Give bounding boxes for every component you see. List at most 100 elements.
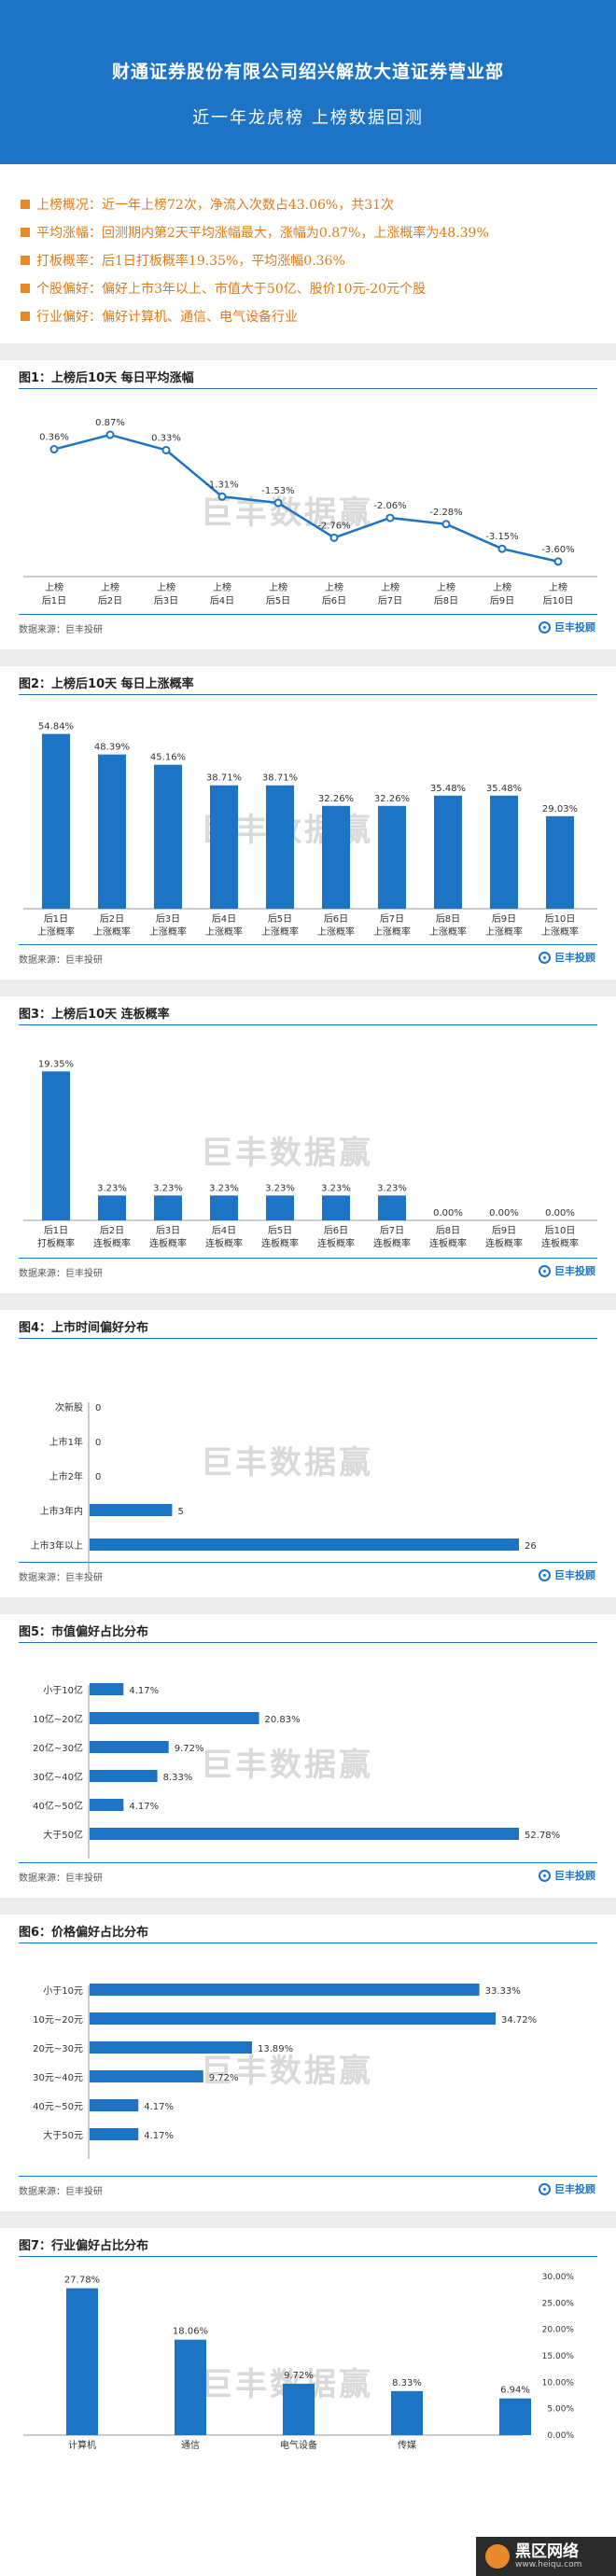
bar	[42, 1071, 70, 1220]
data-source-text: 数据来源：巨丰投研	[19, 1573, 103, 1583]
logo-icon	[539, 951, 551, 964]
x-tick-label: 后9日	[492, 913, 516, 925]
title-divider	[19, 1942, 597, 1943]
x-tick-label: 打板概率	[37, 1237, 75, 1249]
logo-icon	[539, 1568, 551, 1581]
brand-logo: 巨丰投顾	[539, 1263, 595, 1278]
data-label: 19.35%	[38, 1059, 74, 1069]
title-divider	[19, 1024, 597, 1025]
x-tick-label: 后7日	[380, 913, 404, 925]
bar	[90, 1984, 480, 1996]
y-tick-label: 次新股	[55, 1401, 83, 1413]
title-divider	[19, 1338, 597, 1339]
logo-text: 巨丰投顾	[554, 1870, 595, 1882]
bar	[98, 754, 126, 909]
y-tick-label: 30亿~40亿	[33, 1771, 83, 1783]
data-label: -2.28%	[429, 508, 462, 518]
data-label: 33.33%	[485, 1986, 521, 1997]
corner-title: 黑区网络	[515, 2541, 579, 2561]
x-tick-label: 电气设备	[280, 2439, 317, 2451]
x-tick-label: 上涨概率	[317, 926, 355, 938]
chart-svg: 小于10元 33.33% 10元~20元 34.72% 20元~30元 13.89% 30元…	[33, 1984, 537, 2159]
y-tick-label: 30.00%	[542, 2273, 575, 2282]
watermark-text: 巨丰数据赢	[201, 2053, 373, 2090]
x-tick-label: 后3日	[156, 1225, 180, 1236]
x-tick-label: 上榜	[213, 581, 231, 593]
data-label: 0	[95, 1472, 101, 1483]
summary-text: 行业偏好：偏好计算机、通信、电气设备行业	[36, 310, 298, 325]
x-tick-label: 后5日	[268, 1225, 292, 1236]
section-separator	[0, 343, 616, 360]
data-label: 34.72%	[501, 2015, 537, 2026]
x-tick-label: 后5日	[268, 913, 292, 925]
data-point	[217, 492, 227, 501]
y-tick-label: 上市2年	[49, 1470, 83, 1483]
data-label: -1.31%	[205, 480, 238, 490]
x-tick-label: 连板概率	[485, 1237, 523, 1249]
chart-panel-3: 图3：上榜后10天 连板概率 巨丰数据赢 数据来源：巨丰投研 巨丰投顾 19.35% 后1…	[0, 996, 616, 1293]
bar	[98, 1195, 126, 1220]
x-tick-label: 后6日	[324, 1225, 348, 1236]
data-label: 32.26%	[318, 794, 354, 804]
x-tick-label: 上榜	[493, 581, 511, 593]
x-tick-label: 连板概率	[205, 1237, 243, 1249]
bullet-square-icon	[21, 312, 30, 321]
bar	[90, 1799, 124, 1811]
x-tick-label: 后2日	[100, 1225, 124, 1236]
bar	[322, 805, 350, 909]
x-tick-label: 后1日	[42, 595, 66, 606]
y-tick-label: 40亿~50亿	[33, 1800, 83, 1812]
y-tick-label: 5.00%	[547, 2405, 574, 2415]
x-tick-label: 后2日	[98, 595, 122, 606]
bar	[90, 2070, 203, 2082]
data-point	[441, 520, 451, 529]
data-label: 54.84%	[38, 722, 74, 732]
x-tick-label: 后4日	[212, 1225, 236, 1236]
x-tick-label: 后8日	[434, 595, 458, 606]
chart-panel-2: 图2：上榜后10天 每日上涨概率巨丰数据赢数据来源：巨丰投研巨丰投顾54.84%…	[0, 666, 616, 980]
watermark-text: 巨丰数据赢	[201, 1747, 373, 1784]
summary-item: 平均涨幅：回测期内第2天平均涨幅最大，涨幅为0.87%，上涨概率为48.39%	[21, 218, 616, 246]
data-label: 4.17%	[129, 1802, 159, 1812]
x-tick-label: 后4日	[212, 913, 236, 925]
bar	[175, 2339, 206, 2435]
bar	[322, 1195, 350, 1220]
x-tick-label: 上榜	[325, 581, 343, 593]
y-tick-label: 20元~30元	[33, 2044, 83, 2054]
corner-logo-icon	[485, 2544, 510, 2569]
summary-item: 行业偏好：偏好计算机、通信、电气设备行业	[21, 302, 616, 330]
data-label: -3.60%	[541, 545, 574, 555]
x-tick-label: 上涨概率	[541, 926, 579, 938]
y-tick-label: 10亿~20亿	[33, 1713, 83, 1725]
chart-panel-7: 图7：行业偏好占比分布巨丰数据赢0.00%5.00%10.00%15.00%20…	[0, 2228, 616, 2451]
footer-divider	[19, 2176, 597, 2177]
title-divider	[19, 1642, 597, 1643]
bar	[154, 1195, 182, 1220]
data-source-text: 数据来源：巨丰投研	[19, 1873, 103, 1884]
y-tick-label: 0.00%	[547, 2431, 574, 2441]
bar	[490, 795, 518, 909]
corner-watermark: 黑区网络 www.heiqu.com	[476, 2537, 616, 2576]
y-tick-label: 小于10元	[43, 1985, 83, 1997]
logo-text: 巨丰投顾	[554, 621, 595, 634]
x-tick-label: 上榜	[437, 581, 455, 593]
x-tick-label: 后6日	[322, 595, 346, 606]
x-tick-label: 后1日	[44, 1225, 68, 1236]
bullet-square-icon	[21, 228, 30, 237]
x-tick-label: 上涨概率	[373, 926, 411, 938]
bar	[90, 1504, 173, 1516]
x-tick-label: 通信	[181, 2440, 200, 2451]
data-label: 45.16%	[150, 753, 186, 763]
x-tick-label: 上榜	[381, 581, 399, 593]
bar	[391, 2390, 423, 2435]
summary-text: 平均涨幅：回测期内第2天平均涨幅最大，涨幅为0.87%，上涨概率为48.39%	[36, 226, 489, 241]
data-label: 3.23%	[153, 1183, 183, 1193]
bullet-square-icon	[21, 284, 30, 293]
data-point	[329, 533, 339, 542]
summary-item: 个股偏好：偏好上市3年以上、市值大于50亿、股价10元-20元个股	[21, 274, 616, 302]
x-tick-label: 连板概率	[149, 1237, 187, 1249]
bar	[266, 785, 294, 909]
logo-icon	[539, 620, 551, 634]
data-label: 0.00%	[433, 1208, 463, 1218]
